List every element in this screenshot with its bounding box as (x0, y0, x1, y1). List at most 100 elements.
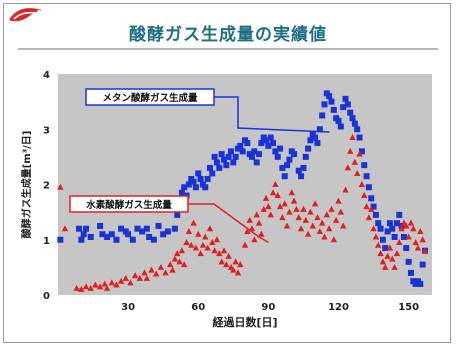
hydrogen-point (216, 250, 223, 257)
hydrogen-point (234, 269, 242, 276)
hydrogen-point (244, 227, 251, 234)
methane-point (319, 112, 326, 119)
methane-point (223, 162, 230, 169)
methane-point (76, 225, 83, 232)
page-title: 酸酵ガス生成量の実績値 (129, 25, 327, 45)
hydrogen-point (405, 233, 412, 240)
hydrogen-point (171, 255, 179, 262)
methane-point (230, 159, 237, 166)
methane-point (171, 225, 178, 232)
hydrogen-point (414, 244, 422, 251)
methane-point (118, 225, 125, 232)
methane-point (407, 269, 414, 276)
methane-point (256, 151, 263, 158)
methane-point (349, 115, 356, 122)
methane-point (232, 153, 239, 160)
methane-point (134, 225, 141, 232)
hydrogen-point (267, 211, 274, 218)
methane-point (195, 170, 202, 177)
hydrogen-point (419, 236, 426, 243)
hydrogen-point (174, 250, 181, 257)
hydrogen-point (223, 261, 230, 268)
methane-point (129, 236, 136, 243)
hydrogen-point (127, 279, 134, 286)
methane-point (270, 140, 277, 147)
hydrogen-point (162, 269, 169, 276)
hydrogen-point (295, 214, 302, 221)
methane-point (267, 134, 274, 141)
hydrogen-point (61, 225, 69, 232)
hydrogen-series (57, 134, 429, 292)
y-tick-label: 3 (43, 125, 50, 136)
hydrogen-point (103, 284, 111, 291)
callout-arrow (214, 96, 330, 133)
x-tick-label: 90 (261, 302, 275, 313)
hydrogen-point (274, 192, 281, 199)
methane-point (253, 159, 260, 166)
hydrogen-point (281, 200, 288, 207)
hydrogen-point (346, 147, 354, 154)
hydrogen-point (195, 230, 202, 237)
methane-point (368, 195, 375, 202)
methane-point (340, 104, 347, 111)
hydrogen-point (213, 236, 221, 243)
hydrogen-point (307, 208, 314, 215)
methane-point (372, 211, 379, 218)
methane-point (104, 233, 111, 240)
methane-point (330, 106, 337, 113)
hydrogen-point (391, 263, 398, 270)
methane-point (300, 164, 307, 171)
methane-point (160, 231, 167, 238)
hydrogen-point (185, 227, 193, 234)
methane-point (97, 222, 104, 229)
methane-point (314, 140, 321, 147)
methane-point (363, 173, 370, 180)
hydrogen-point (206, 225, 214, 232)
methane-point (417, 280, 424, 287)
hydrogen-point (403, 222, 410, 229)
methane-point (209, 170, 216, 177)
callout-arrow (188, 203, 269, 244)
hydrogen-point (293, 205, 300, 212)
methane-point (80, 231, 87, 238)
methane-point (354, 126, 361, 133)
methane-point (192, 184, 199, 191)
hydrogen-point (199, 241, 207, 248)
hydrogen-point (167, 261, 174, 268)
methane-point (202, 184, 209, 191)
hydrogen-point (398, 225, 405, 232)
hydrogen-point (122, 274, 129, 281)
methane-point (305, 145, 312, 152)
hydrogen-point (300, 205, 307, 212)
logo-icon (9, 8, 42, 22)
title-divider (18, 48, 438, 50)
methane-point (386, 220, 393, 227)
methane-point (389, 225, 396, 232)
methane-point (347, 109, 354, 116)
hydrogen-point (365, 214, 373, 221)
hydrogen-point (113, 281, 120, 288)
hydrogen-point (209, 239, 216, 246)
hydrogen-point (393, 250, 401, 257)
methane-point (326, 93, 333, 100)
hydrogen-point (332, 216, 340, 223)
hydrogen-point (190, 219, 197, 226)
hydrogen-point (412, 239, 419, 246)
methane-point (265, 142, 272, 149)
hydrogen-point (344, 164, 352, 171)
series-callout-label: メタン酸酵ガス生成量 (102, 92, 198, 104)
hydrogen-point (354, 169, 361, 176)
hydrogen-point (382, 263, 389, 270)
methane-point (281, 173, 288, 180)
hydrogen-point (384, 252, 391, 259)
hydrogen-point (309, 222, 316, 229)
hydrogen-point (204, 244, 211, 251)
methane-point (57, 236, 64, 243)
hydrogen-point (417, 227, 424, 234)
hydrogen-point (237, 261, 244, 268)
hydrogen-point (211, 247, 218, 254)
methane-point (206, 164, 213, 171)
hydrogen-point (372, 233, 380, 240)
hydrogen-point (323, 211, 331, 218)
hydrogen-point (407, 219, 415, 226)
